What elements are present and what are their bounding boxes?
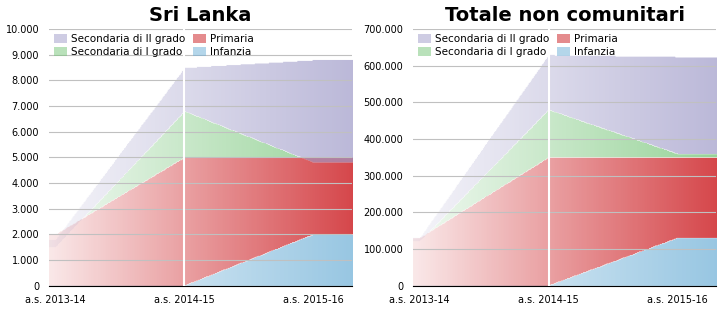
Title: Totale non comunitari: Totale non comunitari bbox=[445, 6, 684, 25]
Legend: Secondaria di II grado, Secondaria di I grado, Primaria, Infanzia: Secondaria di II grado, Secondaria di I … bbox=[54, 34, 253, 57]
Title: Sri Lanka: Sri Lanka bbox=[149, 6, 252, 25]
Legend: Secondaria di II grado, Secondaria di I grado, Primaria, Infanzia: Secondaria di II grado, Secondaria di I … bbox=[418, 34, 618, 57]
